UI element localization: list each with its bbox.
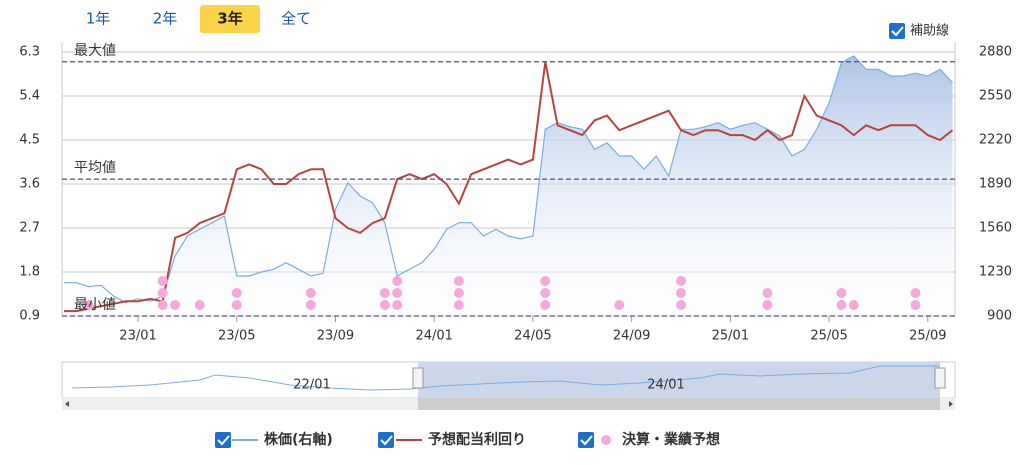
event-dot — [910, 300, 921, 310]
series-line — [64, 61, 954, 313]
event-dot — [157, 288, 168, 298]
series-line — [64, 55, 953, 304]
check-icon — [217, 435, 230, 446]
event-dot — [392, 300, 403, 310]
check-icon — [380, 435, 393, 446]
event-dot — [379, 288, 390, 298]
event-dot — [379, 300, 390, 310]
x-tick-label: 24/01 — [415, 329, 452, 344]
reference-label: 最小値 — [74, 297, 116, 313]
y2-tick-label: 1230 — [979, 265, 1012, 280]
legend-checkbox[interactable] — [378, 432, 394, 448]
event-dot — [676, 300, 686, 310]
check-icon — [891, 26, 904, 37]
x-tick-label: 24/09 — [613, 329, 650, 344]
event-dot — [392, 276, 403, 286]
event-dot — [231, 288, 242, 298]
navigator-line — [71, 365, 940, 391]
event-dot — [157, 276, 168, 286]
navigator[interactable] — [61, 361, 956, 410]
y-tick-label: 0.9 — [19, 309, 40, 324]
y2-tick-label: 1890 — [979, 177, 1012, 192]
x-tick-label: 23/09 — [317, 329, 354, 344]
event-dot — [392, 288, 403, 298]
tab[interactable]: 1年 — [86, 10, 111, 28]
y-tick-label: 5.4 — [19, 89, 40, 104]
tab[interactable]: 全て — [281, 10, 311, 28]
y2-tick-label: 1560 — [979, 221, 1012, 236]
event-dot — [540, 300, 551, 310]
event-dot — [762, 300, 773, 310]
legend-checkbox[interactable] — [215, 432, 231, 448]
y2-tick-label: 2550 — [979, 89, 1012, 104]
tab[interactable]: 3年 — [217, 10, 242, 28]
event-dot — [762, 288, 773, 298]
legend-label[interactable]: 予想配当利回り — [428, 431, 526, 448]
navigator-label: 22/01 — [293, 378, 330, 393]
check-icon — [580, 435, 593, 446]
guide-checkbox[interactable] — [889, 23, 905, 39]
navigator-handle[interactable] — [934, 367, 946, 389]
event-dot — [305, 288, 316, 298]
event-dot — [453, 276, 464, 286]
event-dot — [836, 300, 847, 310]
event-dot — [614, 300, 625, 310]
y-tick-label: 1.8 — [19, 265, 40, 280]
navigator-label: 24/01 — [647, 378, 684, 393]
event-dot — [676, 288, 686, 298]
reference-label: 平均値 — [74, 160, 116, 176]
event-dot — [453, 300, 464, 310]
tab[interactable]: 2年 — [153, 10, 178, 28]
event-dot — [540, 288, 551, 298]
x-tick-label: 24/05 — [514, 329, 551, 344]
y-tick-label: 6.3 — [19, 45, 40, 60]
event-dot — [910, 288, 921, 298]
x-tick-label: 23/05 — [218, 329, 255, 344]
event-dot — [83, 300, 94, 310]
y2-tick-label: 2880 — [979, 45, 1012, 60]
x-tick-label: 23/01 — [119, 329, 156, 344]
event-dot — [194, 300, 205, 310]
legend-label[interactable]: 決算・業績予想 — [622, 431, 720, 448]
event-dot — [170, 300, 181, 310]
event-dot — [540, 276, 551, 286]
y-tick-label: 2.7 — [19, 221, 40, 236]
event-dot — [836, 288, 847, 298]
event-dot — [676, 276, 686, 286]
guide-label[interactable]: 補助線 — [910, 23, 949, 39]
y2-tick-label: 2220 — [979, 133, 1012, 148]
event-dot — [305, 300, 316, 310]
tab-active-bg — [200, 5, 260, 33]
event-dot — [157, 300, 168, 310]
price-area — [64, 56, 953, 316]
event-dot — [848, 300, 859, 310]
reference-label: 最大値 — [74, 43, 116, 59]
x-tick-label: 25/05 — [810, 329, 847, 344]
legend-marker — [601, 435, 611, 445]
legend-checkbox[interactable] — [578, 432, 594, 448]
plot — [61, 42, 956, 322]
legend-label[interactable]: 株価(右軸) — [264, 431, 333, 448]
scrollbar-thumb[interactable] — [418, 398, 940, 410]
y-tick-label: 4.5 — [19, 133, 40, 148]
y-tick-label: 3.6 — [19, 177, 40, 192]
event-dot — [231, 300, 242, 310]
x-tick-label: 25/09 — [909, 329, 946, 344]
y2-tick-label: 900 — [987, 309, 1012, 324]
x-tick-label: 25/01 — [712, 329, 749, 344]
navigator-handle[interactable] — [412, 367, 424, 389]
event-dot — [453, 288, 464, 298]
